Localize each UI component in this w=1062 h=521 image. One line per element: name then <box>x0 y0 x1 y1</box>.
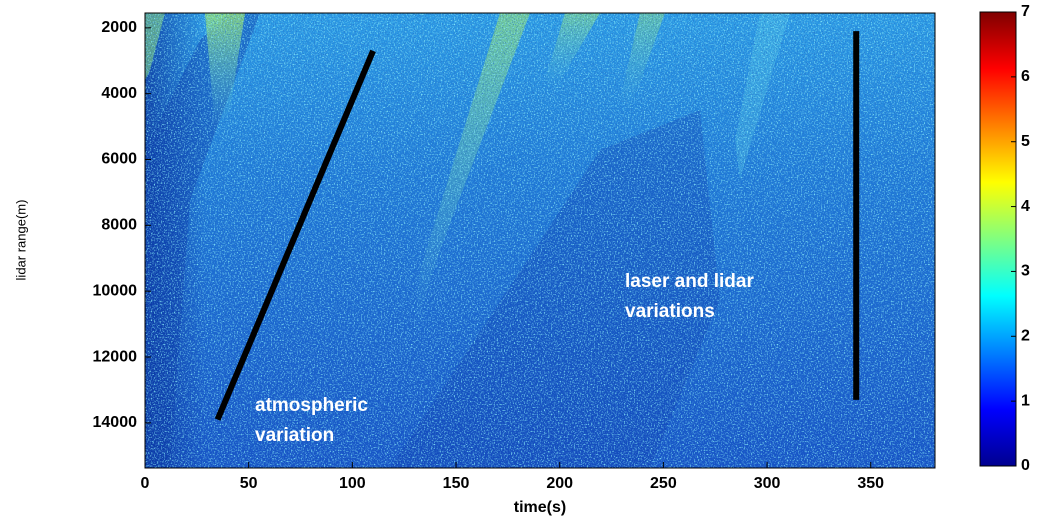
y-tick-label: 12000 <box>93 348 138 365</box>
y-tick-label: 2000 <box>101 19 137 36</box>
colorbar-tick-label: 7 <box>1021 3 1030 20</box>
overlay-line <box>214 49 376 421</box>
plot-frame <box>144 12 936 469</box>
colorbar-tick-label: 0 <box>1021 457 1030 474</box>
annotation: laser and lidar <box>625 271 754 292</box>
colorbar-tick-label: 5 <box>1021 133 1030 150</box>
annotation: variation <box>255 425 334 446</box>
heatmap-field <box>145 13 935 468</box>
x-tick-label: 0 <box>141 475 150 492</box>
annotation: atmospheric <box>255 395 368 416</box>
y-tick-label: 4000 <box>101 85 137 102</box>
colorbar-tick-label: 2 <box>1021 328 1030 345</box>
x-axis-label: time(s) <box>514 499 566 516</box>
colorbar-tick-label: 3 <box>1021 263 1030 280</box>
x-tick-label: 250 <box>650 475 677 492</box>
colorbar-tick-label: 6 <box>1021 68 1030 85</box>
annotation: variations <box>625 301 715 322</box>
y-axis-label: lidar range(m) <box>13 200 28 281</box>
y-tick-label: 14000 <box>93 414 138 431</box>
y-tick-label: 6000 <box>101 151 137 168</box>
x-tick-label: 200 <box>546 475 573 492</box>
colorbar-tick-label: 4 <box>1021 198 1030 215</box>
y-tick-label: 8000 <box>101 217 137 234</box>
x-tick-label: 50 <box>240 475 258 492</box>
x-tick-label: 300 <box>754 475 781 492</box>
x-tick-label: 150 <box>443 475 470 492</box>
x-tick-label: 100 <box>339 475 366 492</box>
colorbar-tick-label: 1 <box>1021 392 1030 409</box>
colorbar <box>979 11 1017 467</box>
x-tick-label: 350 <box>857 475 884 492</box>
y-tick-label: 10000 <box>93 282 138 299</box>
